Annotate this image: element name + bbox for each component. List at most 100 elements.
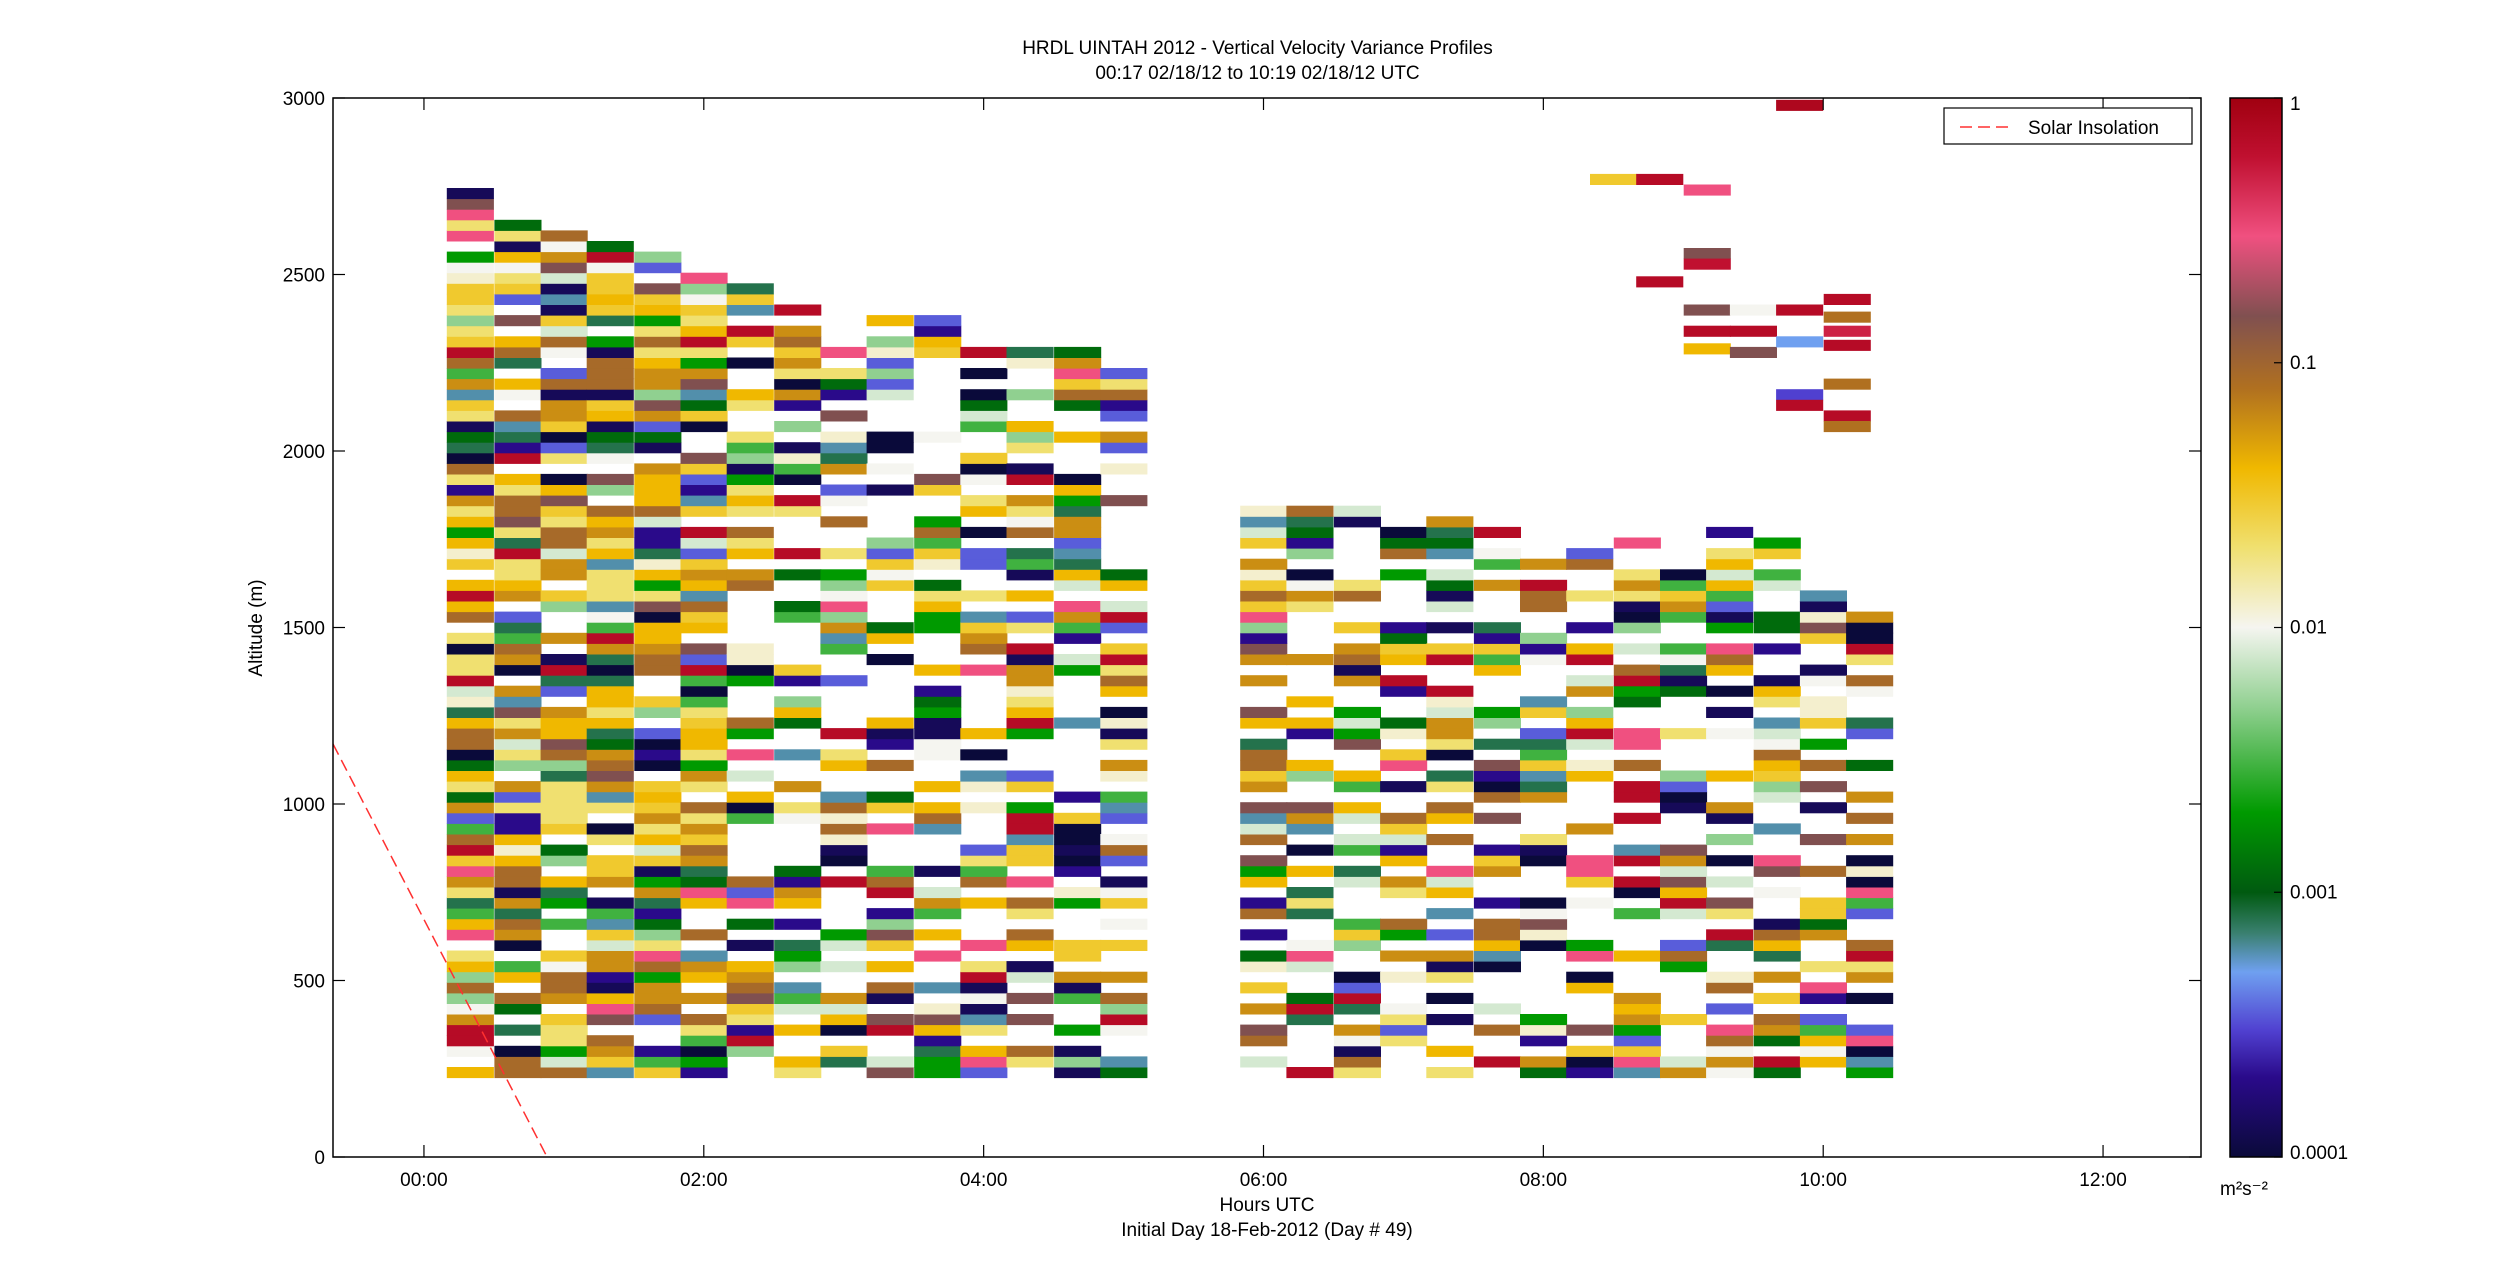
- heatmap-cell: [586, 378, 634, 390]
- heatmap-cell: [1613, 855, 1661, 867]
- heatmap-cell: [1380, 537, 1428, 549]
- heatmap-cell: [914, 706, 962, 718]
- heatmap-cell: [774, 1024, 822, 1036]
- heatmap-cell: [1100, 759, 1148, 771]
- heatmap-cell: [1054, 484, 1102, 496]
- heatmap-cell: [914, 664, 962, 676]
- heatmap-cell: [1753, 759, 1801, 771]
- heatmap-cell: [1846, 1024, 1894, 1036]
- heatmap-cell: [1054, 505, 1102, 517]
- heatmap-cell: [634, 537, 682, 549]
- heatmap-cell: [914, 728, 962, 740]
- heatmap-cell: [1846, 1035, 1894, 1047]
- heatmap-cell: [1566, 1045, 1614, 1057]
- heatmap-cell: [680, 548, 728, 560]
- heatmap-cell: [1706, 728, 1754, 740]
- heatmap-cell: [820, 823, 868, 835]
- heatmap-cell: [494, 241, 542, 253]
- heatmap-cell: [586, 452, 634, 464]
- heatmap-cell: [680, 685, 728, 697]
- heatmap-cell: [1380, 526, 1428, 538]
- heatmap-cell: [1660, 876, 1708, 888]
- heatmap-cell: [1846, 643, 1894, 655]
- heatmap-cell: [1286, 950, 1334, 962]
- heatmap-cell: [774, 601, 822, 613]
- heatmap-cell: [1054, 812, 1102, 824]
- heatmap-cell: [494, 293, 542, 305]
- heatmap-cell: [634, 812, 682, 824]
- heatmap-cell: [1100, 876, 1148, 888]
- heatmap-cell: [1380, 685, 1428, 697]
- heatmap-cell: [726, 484, 774, 496]
- heatmap-cell: [774, 336, 822, 348]
- heatmap-cell: [1054, 823, 1102, 835]
- heatmap-cell: [1799, 929, 1847, 941]
- heatmap-cell: [1054, 939, 1102, 951]
- heatmap-cell: [1613, 1056, 1661, 1068]
- heatmap-cell: [680, 537, 728, 549]
- heatmap-cell: [540, 632, 588, 644]
- heatmap-cell: [540, 654, 588, 666]
- heatmap-cell: [726, 643, 774, 655]
- heatmap-cell: [1100, 992, 1148, 1004]
- heatmap-cell: [446, 548, 494, 560]
- heatmap-cell: [1613, 601, 1661, 613]
- heatmap-cell: [1799, 802, 1847, 814]
- heatmap-cell: [586, 992, 634, 1004]
- heatmap-cell: [494, 918, 542, 930]
- heatmap-cell: [494, 781, 542, 793]
- heatmap-cell: [774, 548, 822, 560]
- heatmap-cell: [774, 696, 822, 708]
- heatmap-cell: [1660, 908, 1708, 920]
- heatmap-cell: [680, 834, 728, 846]
- heatmap-cell: [1100, 791, 1148, 803]
- heatmap-cell: [1799, 706, 1847, 718]
- heatmap-cell: [914, 1014, 962, 1026]
- heatmap-cell: [1333, 643, 1381, 655]
- heatmap-cell: [1846, 1056, 1894, 1068]
- heatmap-cell: [1473, 706, 1521, 718]
- heatmap-cell: [1660, 664, 1708, 676]
- heatmap-cell: [540, 1056, 588, 1068]
- heatmap-cell: [726, 537, 774, 549]
- heatmap-cell: [586, 357, 634, 369]
- heatmap-cell: [1054, 855, 1102, 867]
- heatmap-cell: [914, 1003, 962, 1015]
- heatmap-cell: [634, 368, 682, 380]
- heatmap-cell: [1380, 675, 1428, 687]
- heatmap-cell: [1753, 992, 1801, 1004]
- heatmap-cell: [1729, 346, 1777, 358]
- heatmap-cell: [1799, 611, 1847, 623]
- heatmap-cell: [1776, 399, 1824, 411]
- heatmap-cell: [1006, 622, 1054, 634]
- heatmap-cell: [1753, 781, 1801, 793]
- colorbar: [2230, 98, 2282, 1157]
- heatmap-cell: [1473, 759, 1521, 771]
- heatmap-cell: [634, 706, 682, 718]
- heatmap-cell: [1380, 918, 1428, 930]
- heatmap-cell: [866, 929, 914, 941]
- heatmap-cell: [586, 484, 634, 496]
- heatmap-cell: [1846, 611, 1894, 623]
- heatmap-cell: [726, 548, 774, 560]
- heatmap-cell: [634, 1045, 682, 1057]
- heatmap-cell: [586, 632, 634, 644]
- heatmap-cell: [1799, 601, 1847, 613]
- heatmap-cell: [1333, 918, 1381, 930]
- heatmap-cell: [540, 526, 588, 538]
- heatmap-cell: [1286, 526, 1334, 538]
- heatmap-cell: [1286, 812, 1334, 824]
- heatmap-cell: [1426, 526, 1474, 538]
- heatmap-cell: [1333, 834, 1381, 846]
- heatmap-cell: [586, 272, 634, 284]
- heatmap-cell: [680, 399, 728, 411]
- heatmap-cell: [1006, 516, 1054, 528]
- heatmap-cell: [1660, 961, 1708, 973]
- heatmap-cell: [540, 685, 588, 697]
- heatmap-cell: [1636, 173, 1684, 185]
- heatmap-cell: [914, 1056, 962, 1068]
- heatmap-cell: [1100, 939, 1148, 951]
- colorbar-tick-label: 0.01: [2290, 618, 2327, 639]
- heatmap-cell: [1799, 918, 1847, 930]
- heatmap-cell: [494, 823, 542, 835]
